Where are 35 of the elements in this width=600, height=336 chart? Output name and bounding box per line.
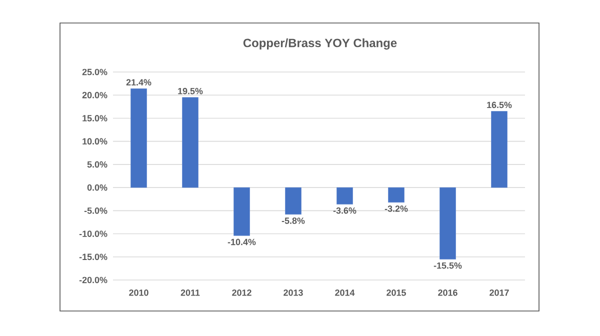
chart-title: Copper/Brass YOY Change	[243, 38, 397, 50]
data-label: 16.5%	[487, 102, 512, 108]
bar	[234, 187, 250, 236]
x-tick-label: 2015	[386, 290, 406, 296]
x-tick-label: 2017	[490, 290, 509, 296]
data-label: -15.5%	[434, 262, 462, 269]
bar	[388, 187, 404, 203]
bar	[336, 187, 353, 204]
data-label: -5.8%	[282, 218, 305, 224]
bar	[130, 88, 147, 188]
x-tick-label: 2012	[232, 290, 252, 296]
bar	[491, 111, 508, 188]
y-tick-label: 15.0%	[82, 115, 108, 122]
bar	[440, 187, 456, 260]
y-tick-label: 20.0%	[82, 92, 108, 98]
y-tick-label: 25.0%	[82, 68, 108, 76]
y-tick-label: -20.0%	[79, 276, 108, 284]
y-tick-label: 0.0%	[87, 184, 108, 191]
x-tick-label: 2014	[335, 290, 355, 296]
data-label: -3.6%	[333, 207, 356, 214]
data-label: -3.2%	[384, 206, 408, 212]
bar	[285, 187, 302, 215]
data-label: 19.5%	[178, 88, 203, 94]
x-tick-label: 2013	[284, 290, 303, 296]
x-tick-label: 2010	[129, 290, 148, 296]
x-tick-label: 2016	[438, 290, 458, 296]
data-label: 21.4%	[126, 79, 152, 86]
y-tick-label: 10.0%	[82, 138, 108, 145]
bar	[182, 97, 198, 188]
x-tick-label: 2011	[180, 290, 200, 296]
y-tick-label: -10.0%	[79, 230, 108, 237]
y-tick-label: 5.0%	[87, 161, 108, 168]
y-tick-label: -5.0%	[84, 207, 108, 214]
y-tick-label: -15.0%	[79, 254, 108, 260]
data-label: -10.4%	[228, 238, 256, 246]
